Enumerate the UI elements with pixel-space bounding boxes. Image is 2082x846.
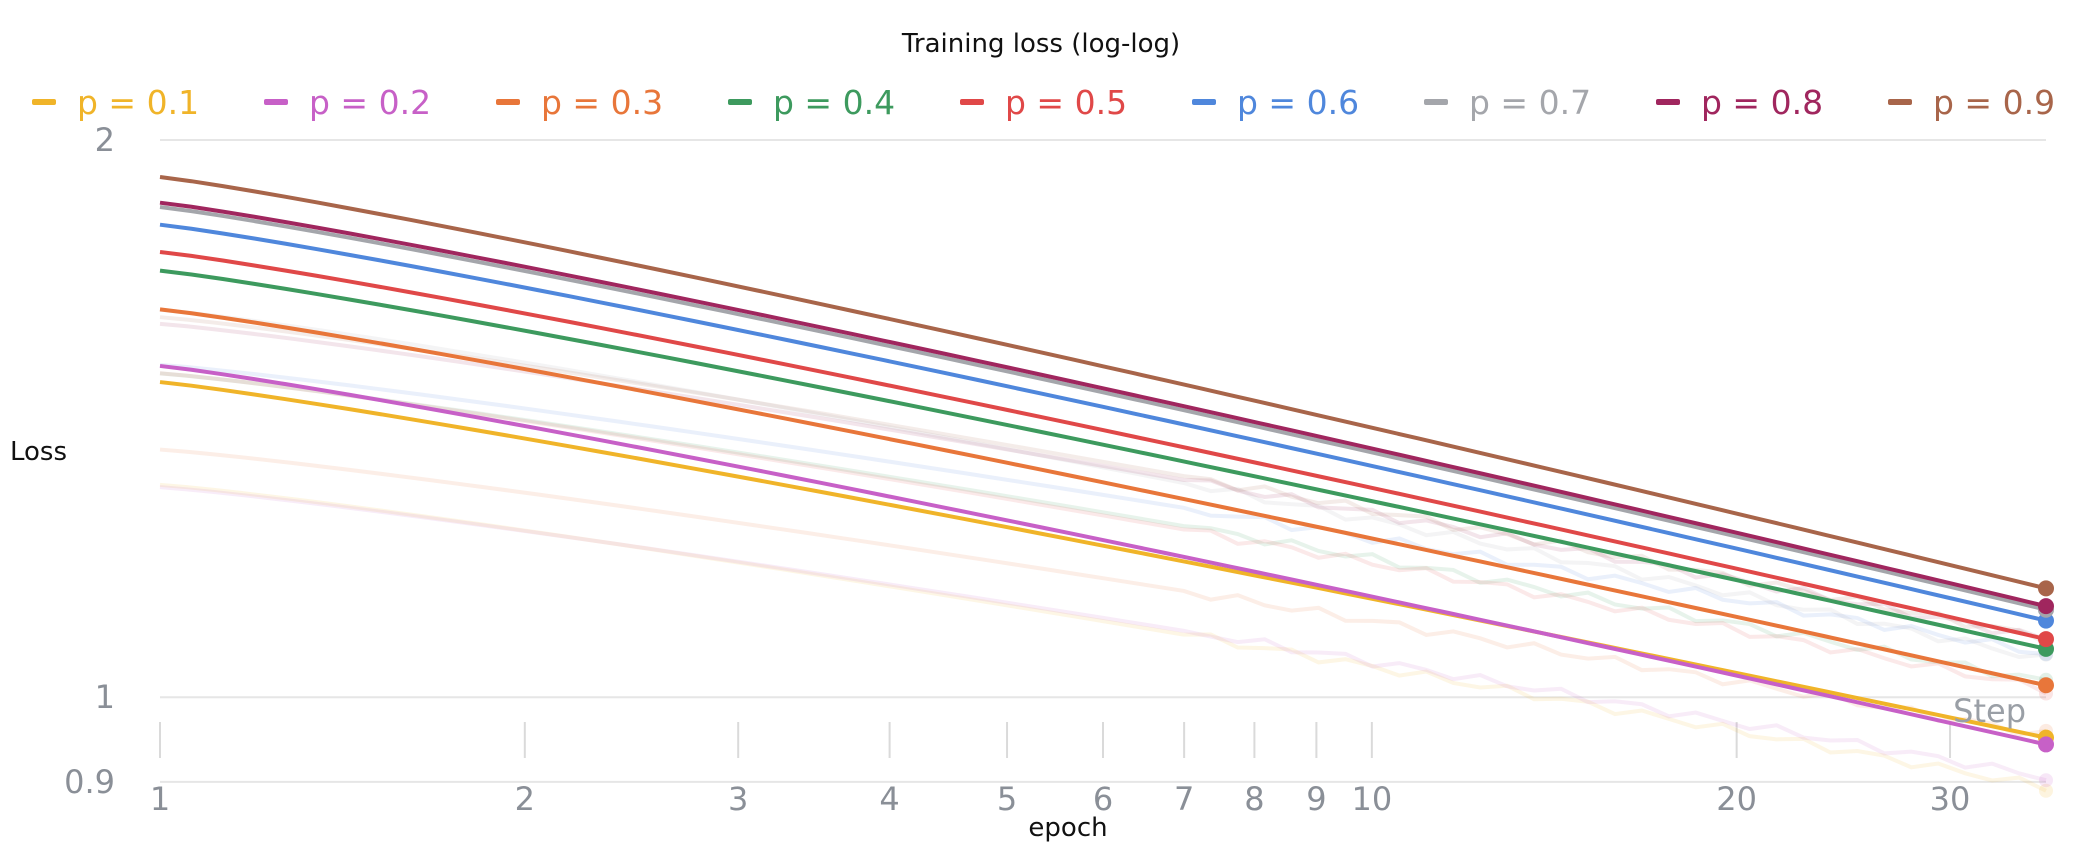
legend-swatch (264, 99, 288, 105)
legend-label: p = 0.4 (773, 83, 895, 122)
background-trace (159, 307, 2047, 660)
background-trace (159, 371, 2047, 682)
legend-item[interactable]: p = 0.3 (496, 83, 663, 122)
series-line (159, 175, 2047, 591)
x-tick-label: 2 (515, 780, 535, 818)
series-lines (159, 175, 2054, 753)
x-tick-label: 3 (728, 780, 748, 818)
legend-swatch (32, 99, 56, 105)
x-axis-title: epoch (1028, 813, 1107, 843)
legend-label: p = 0.8 (1701, 83, 1823, 122)
background-end-marker (2039, 783, 2053, 798)
legend-item[interactable]: p = 0.4 (728, 83, 895, 122)
legend-swatch (1888, 99, 1912, 105)
legend-item[interactable]: p = 0.9 (1888, 83, 2055, 122)
series-line (159, 363, 2047, 747)
background-end-marker (2039, 773, 2053, 788)
legend-label: p = 0.2 (309, 83, 431, 122)
y-tick-label: 0.9 (64, 763, 115, 801)
legend-swatch (960, 99, 984, 105)
legend-item[interactable]: p = 0.2 (264, 83, 431, 122)
legend-label: p = 0.1 (77, 83, 199, 122)
y-axis: 0.9 1 2 (64, 121, 115, 801)
series-line (159, 307, 2047, 688)
x-tick-label: 20 (1716, 780, 1757, 818)
series-end-marker (2038, 598, 2054, 615)
x-tick-label: 10 (1351, 780, 1392, 818)
x-tick-label: 4 (879, 780, 899, 818)
legend-item[interactable]: p = 0.1 (32, 83, 199, 122)
x-tick-label: 7 (1174, 780, 1194, 818)
legend-label: p = 0.9 (1933, 83, 2055, 122)
y-tick-label: 2 (95, 121, 115, 159)
background-series (159, 307, 2053, 798)
legend: p = 0.1 p = 0.2 p = 0.3 p = 0.4 p = 0.5 p = 0… (32, 83, 2055, 122)
series-end-marker (2038, 631, 2054, 648)
series-end-marker (2038, 677, 2054, 694)
series-end-marker (2038, 736, 2054, 753)
series-line (159, 249, 2047, 642)
x-tick-label: 6 (1093, 780, 1113, 818)
chart-title: Training loss (log-log) (901, 29, 1180, 59)
background-trace (159, 447, 2047, 737)
legend-label: p = 0.6 (1237, 83, 1359, 122)
legend-label: p = 0.5 (1005, 83, 1127, 122)
corner-label: Step (1953, 692, 2026, 730)
legend-swatch (1656, 99, 1680, 105)
grid (160, 139, 2046, 783)
background-trace (159, 362, 2047, 657)
background-trace (159, 485, 2047, 783)
x-axis: 1 2 3 4 5 6 7 8 9 10 20 30 (150, 722, 1971, 818)
legend-swatch (728, 99, 752, 105)
series-line (159, 380, 2047, 740)
legend-swatch (1424, 99, 1448, 105)
legend-label: p = 0.3 (541, 83, 663, 122)
y-tick-label: 1 (95, 678, 115, 716)
x-tick-label: 30 (1930, 780, 1971, 818)
x-tick-label: 9 (1306, 780, 1326, 818)
background-trace (159, 371, 2047, 696)
y-axis-title: Loss (10, 437, 67, 467)
x-tick-label: 8 (1244, 780, 1264, 818)
legend-swatch (496, 99, 520, 105)
series-line (159, 200, 2047, 609)
legend-item[interactable]: p = 0.7 (1424, 83, 1591, 122)
series-line (159, 222, 2047, 623)
legend-item[interactable]: p = 0.5 (960, 83, 1127, 122)
series-line (159, 205, 2047, 612)
x-tick-label: 1 (150, 780, 170, 818)
legend-label: p = 0.7 (1469, 83, 1591, 122)
x-tick-label: 5 (997, 780, 1017, 818)
series-end-marker (2038, 580, 2054, 597)
series-line (159, 268, 2047, 651)
legend-swatch (1192, 99, 1216, 105)
legend-item[interactable]: p = 0.8 (1656, 83, 1823, 122)
background-trace (159, 482, 2047, 793)
legend-item[interactable]: p = 0.6 (1192, 83, 1359, 122)
